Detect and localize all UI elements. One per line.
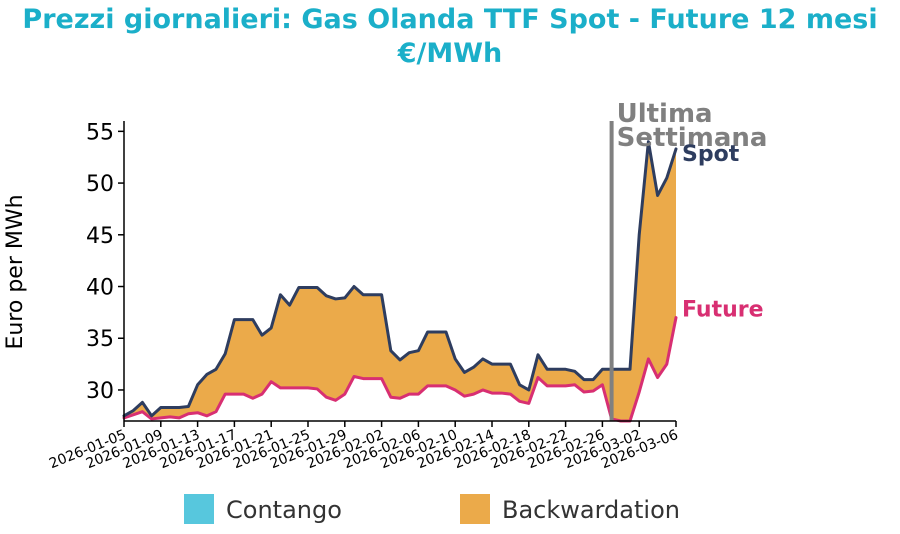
last-week-label-line-1: Ultima bbox=[617, 99, 713, 129]
y-tick-label: 40 bbox=[86, 276, 114, 301]
backwardation-area bbox=[124, 141, 676, 421]
y-tick-label: 55 bbox=[86, 120, 114, 145]
series-line-future bbox=[122, 316, 678, 423]
legend-swatch-contango bbox=[184, 494, 214, 524]
chart-subtitle: €/MWh bbox=[397, 38, 503, 69]
series-line-spot bbox=[122, 140, 678, 418]
y-axis-label: Euro per MWh bbox=[3, 194, 28, 349]
series-label-future: Future bbox=[682, 298, 764, 323]
legend-label-contango: Contango bbox=[226, 496, 342, 524]
series-label-spot: Spot bbox=[682, 142, 740, 167]
y-tick-label: 35 bbox=[86, 327, 114, 352]
legend-swatch-backwardation bbox=[460, 494, 490, 524]
y-tick-label: 50 bbox=[86, 172, 114, 197]
y-tick-label: 30 bbox=[86, 379, 114, 404]
y-tick-label: 45 bbox=[86, 224, 114, 249]
chart-title: Prezzi giornalieri: Gas Olanda TTF Spot … bbox=[22, 4, 878, 35]
legend-label-backwardation: Backwardation bbox=[502, 496, 680, 524]
last-week-label-line-2: Settimana bbox=[617, 123, 768, 153]
